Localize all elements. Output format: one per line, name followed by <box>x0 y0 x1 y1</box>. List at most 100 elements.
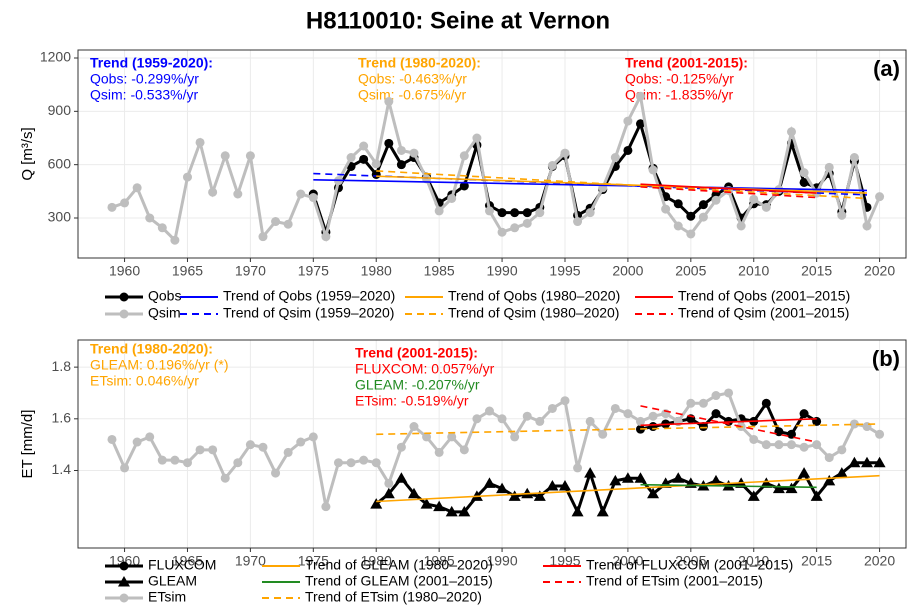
marker <box>862 221 872 231</box>
marker <box>835 467 848 478</box>
legend-label: Trend of ETsim (2001–2015) <box>586 573 763 589</box>
x-tick-label: 1970 <box>235 553 266 569</box>
marker <box>132 437 142 447</box>
marker <box>812 440 822 450</box>
x-tick-label: 2020 <box>864 553 895 569</box>
marker <box>635 119 645 129</box>
marker <box>484 406 494 416</box>
x-tick-label: 1975 <box>298 263 329 279</box>
marker <box>346 458 356 468</box>
marker <box>571 505 584 517</box>
marker <box>799 442 809 452</box>
marker <box>258 442 268 452</box>
x-tick-label: 1985 <box>424 553 455 569</box>
marker <box>472 414 482 424</box>
annotation: Qobs: -0.463%/yr <box>358 71 467 87</box>
legend-marker <box>119 292 129 302</box>
legend-label: ETsim <box>148 589 186 605</box>
legend-label: Trend of Qobs (1959–2020) <box>223 288 395 304</box>
marker <box>535 416 545 426</box>
marker <box>736 221 746 231</box>
marker <box>584 467 597 478</box>
series-line <box>111 91 881 244</box>
marker <box>283 219 293 229</box>
panel-label: (b) <box>872 346 900 371</box>
marker <box>610 153 620 163</box>
marker <box>686 229 696 239</box>
marker <box>308 193 318 203</box>
marker <box>711 195 721 205</box>
marker <box>823 474 836 486</box>
marker <box>711 391 721 401</box>
marker <box>585 208 595 218</box>
marker <box>747 490 760 501</box>
marker <box>233 189 243 199</box>
marker <box>635 416 645 426</box>
marker <box>459 181 469 191</box>
y-tick-label: 300 <box>48 209 72 225</box>
annotation: Trend (1980-2020): <box>358 55 481 71</box>
marker <box>598 429 608 439</box>
annotation: Trend (2001-2015): <box>625 55 748 71</box>
panel-label: (a) <box>873 56 900 81</box>
marker <box>107 434 117 444</box>
marker <box>774 427 784 437</box>
marker <box>558 479 571 491</box>
marker <box>407 487 420 499</box>
x-tick-label: 1970 <box>235 263 266 279</box>
marker <box>157 455 167 465</box>
x-tick-label: 1965 <box>172 263 203 279</box>
marker <box>258 232 268 242</box>
annotation: GLEAM: 0.196%/yr (*) <box>90 357 229 373</box>
marker <box>245 151 255 161</box>
marker <box>496 482 509 494</box>
x-tick-label: 2000 <box>612 263 643 279</box>
marker <box>420 498 433 509</box>
marker <box>182 458 192 468</box>
y-tick-label: 900 <box>48 102 72 118</box>
marker <box>157 223 167 233</box>
series-line <box>640 183 817 194</box>
x-tick-label: 1960 <box>109 263 140 279</box>
x-tick-label: 2020 <box>864 263 895 279</box>
legend-label: Qsim <box>148 305 181 321</box>
marker <box>308 432 318 442</box>
annotation: Qobs: -0.299%/yr <box>90 71 199 87</box>
y-tick-label: 1.4 <box>52 461 72 477</box>
marker <box>634 472 647 483</box>
marker <box>647 487 660 499</box>
marker <box>749 194 759 204</box>
marker <box>672 472 685 483</box>
marker <box>573 217 583 227</box>
marker <box>860 456 873 468</box>
marker <box>510 223 520 233</box>
annotation: Qsim: -0.675%/yr <box>358 87 466 103</box>
x-tick-label: 1995 <box>549 263 580 279</box>
marker <box>220 151 230 161</box>
marker <box>220 473 230 483</box>
marker <box>371 159 381 169</box>
marker <box>384 478 394 488</box>
marker <box>837 445 847 455</box>
x-tick-label: 2010 <box>738 263 769 279</box>
legend-marker <box>119 593 129 603</box>
marker <box>208 445 218 455</box>
marker <box>359 141 369 151</box>
x-tick-label: 1985 <box>424 263 455 279</box>
marker <box>434 447 444 457</box>
marker <box>648 411 658 421</box>
marker <box>409 148 419 158</box>
legend-label: Trend of Qsim (1980–2020) <box>448 305 619 321</box>
legend-label: Qobs <box>148 288 181 304</box>
plot-border <box>77 339 907 549</box>
annotation: FLUXCOM: 0.057%/yr <box>355 361 495 377</box>
marker <box>673 199 683 209</box>
marker <box>785 482 798 494</box>
x-tick-label: 1990 <box>486 263 517 279</box>
marker <box>648 165 658 175</box>
legend-marker <box>119 561 129 571</box>
marker <box>761 440 771 450</box>
marker <box>761 202 771 212</box>
marker <box>522 208 532 218</box>
